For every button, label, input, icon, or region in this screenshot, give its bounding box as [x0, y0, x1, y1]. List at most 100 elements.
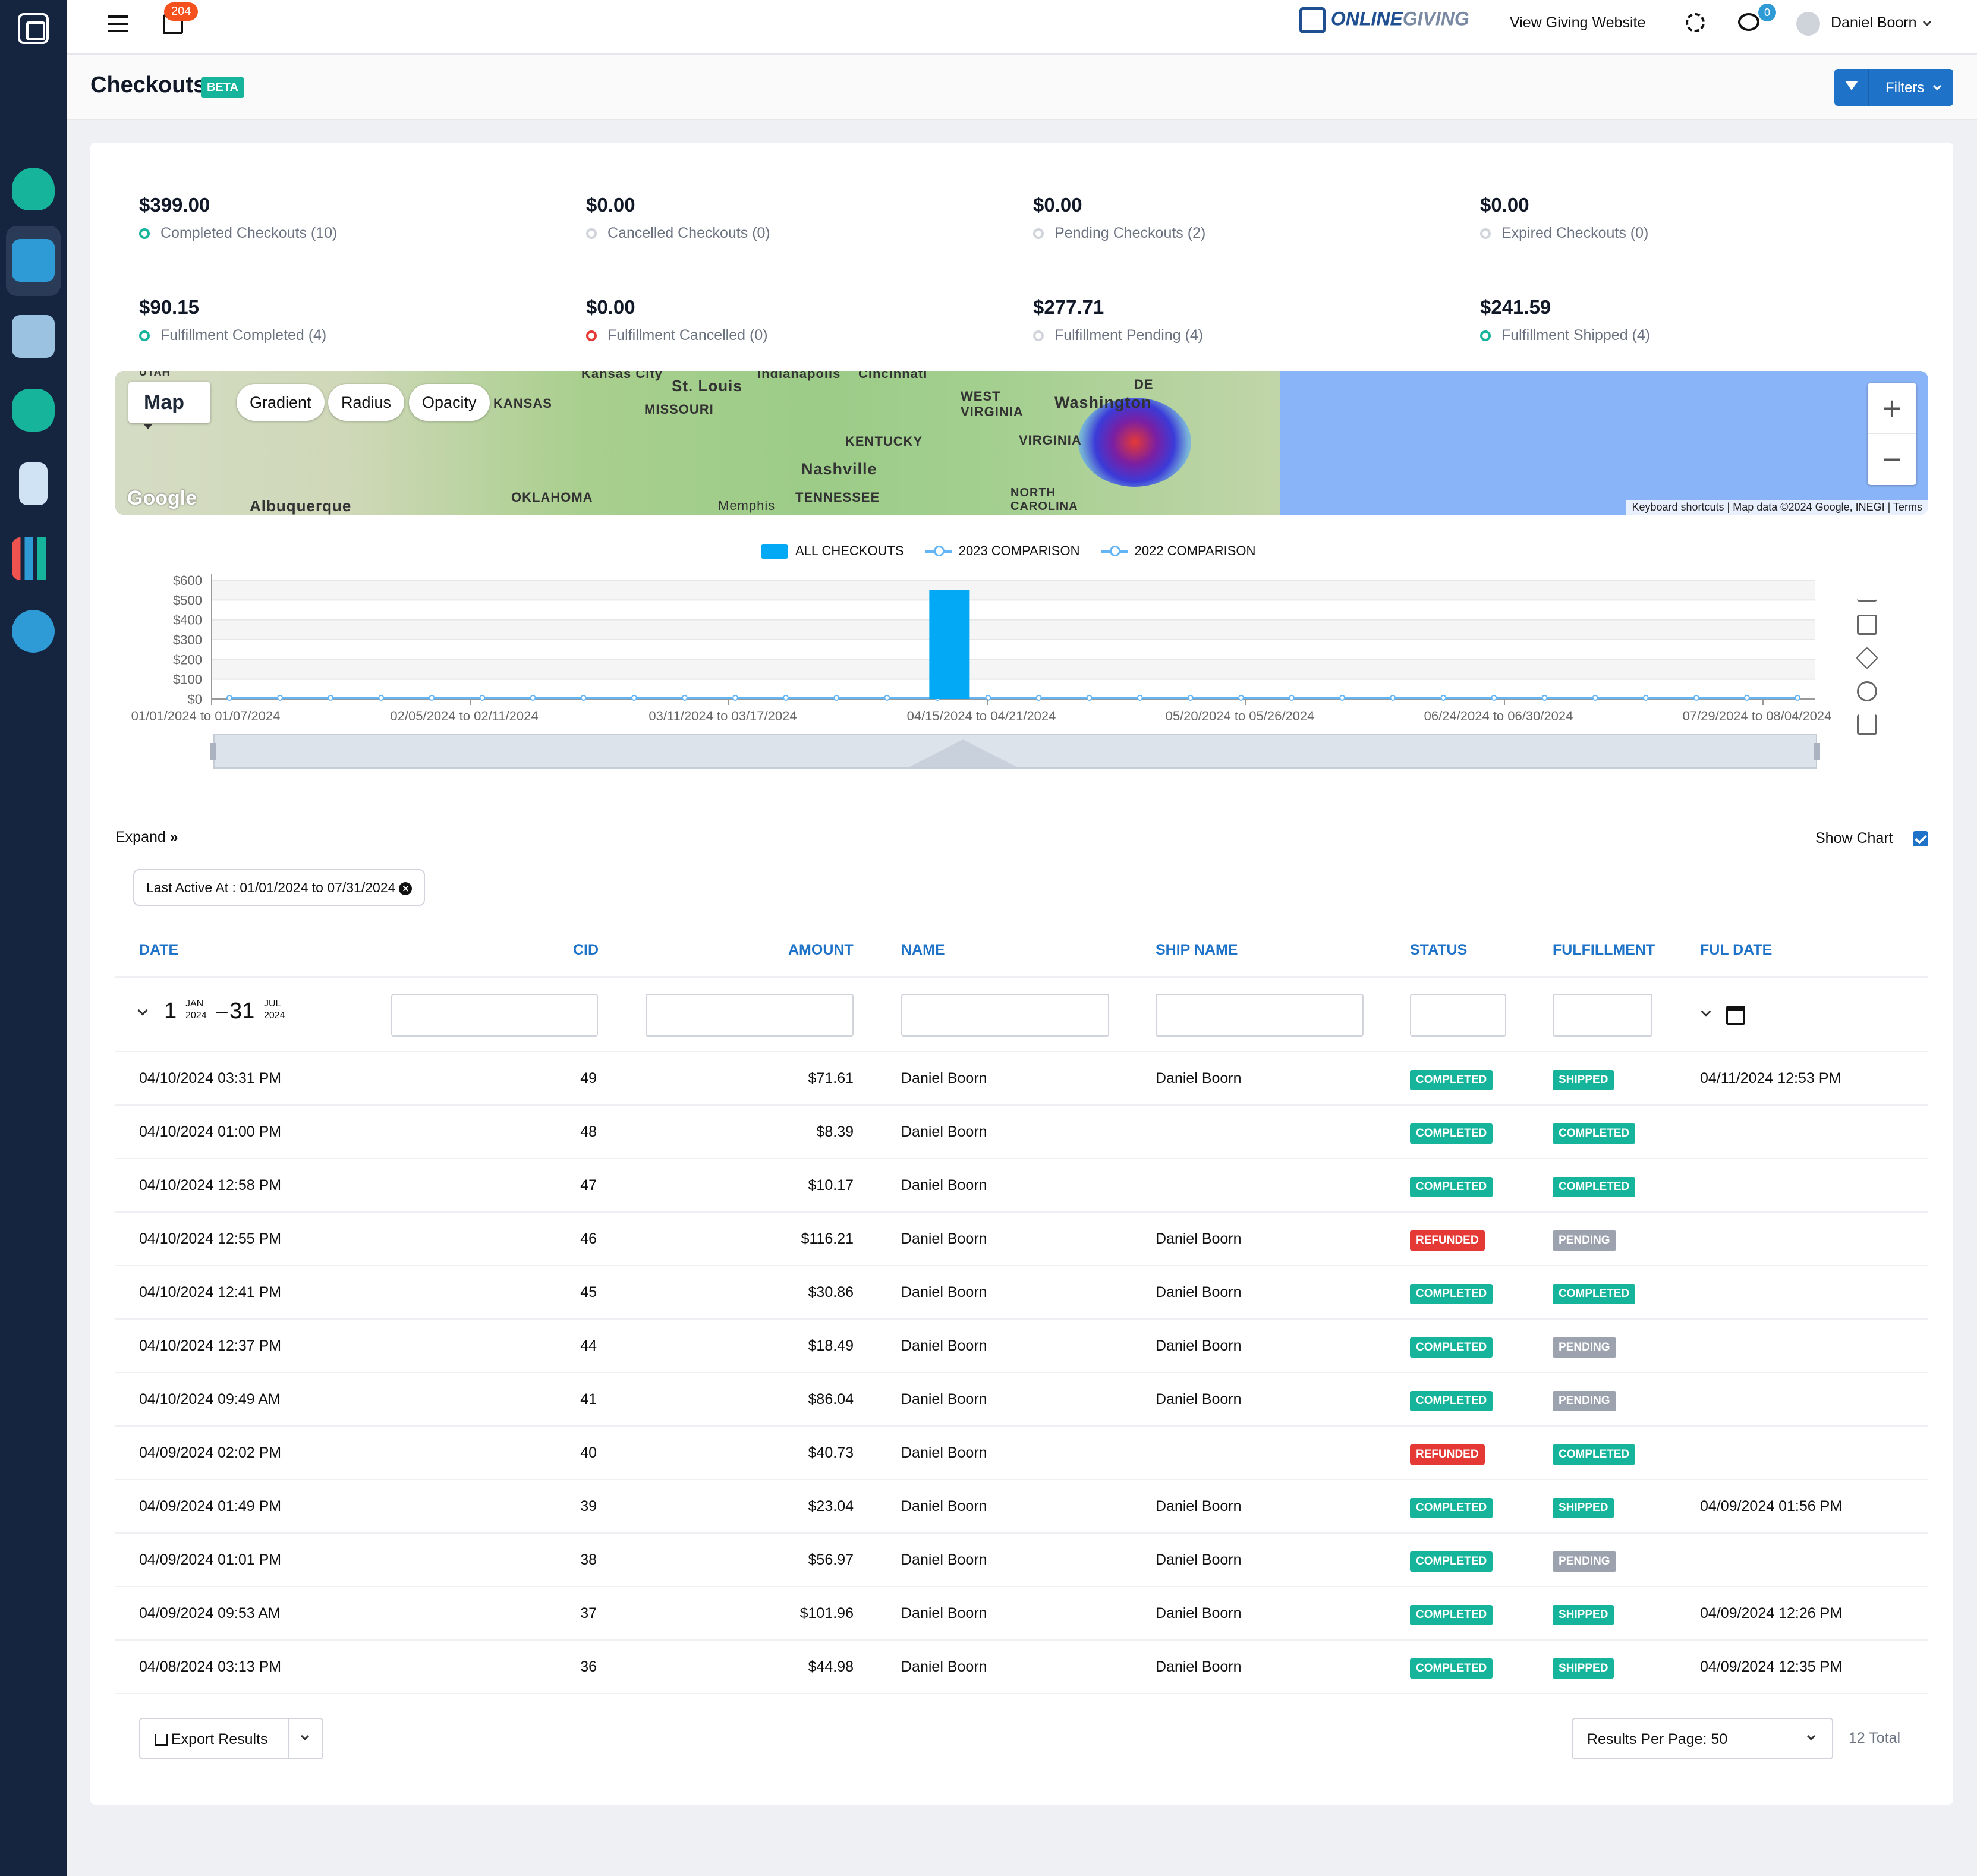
status-badge: REFUNDED [1410, 1230, 1485, 1251]
map-type-label: Map [144, 391, 184, 414]
export-options-dropdown[interactable] [288, 1719, 322, 1758]
filters-button[interactable]: Filters [1834, 69, 1953, 106]
beta-badge: BETA [201, 77, 244, 98]
fulfillment-badge: PENDING [1553, 1551, 1616, 1572]
name-filter-input[interactable] [901, 994, 1109, 1037]
zoom-in-icon[interactable]: + [1868, 383, 1916, 434]
cell-amount: $101.96 [799, 1605, 854, 1622]
shield-heart-icon[interactable] [12, 168, 55, 210]
map-type-dropdown[interactable]: Map [128, 382, 210, 430]
col-header-fulfillment[interactable]: FULFILLMENT [1553, 942, 1655, 958]
legend-2023[interactable]: 2023 COMPARISON [958, 543, 1080, 558]
cell-date: 04/08/2024 03:13 PM [139, 1658, 282, 1675]
checkout-cards-icon[interactable] [12, 239, 55, 282]
range-dash: – [216, 1000, 228, 1022]
status-filter-input[interactable] [1410, 994, 1506, 1037]
export-results-button[interactable]: Export Results [139, 1718, 323, 1759]
table-row[interactable]: 04/08/2024 03:13 PM 36 $44.98 Daniel Boorn D… [115, 1641, 1928, 1694]
cell-ship-name: Daniel Boorn [1156, 1391, 1242, 1408]
cell-ship-name: Daniel Boorn [1156, 1658, 1242, 1675]
fulfillment-filter-input[interactable] [1553, 994, 1652, 1037]
cell-cid: 37 [580, 1605, 597, 1622]
table-row[interactable]: 04/10/2024 12:58 PM 47 $10.17 Daniel Boorn C… [115, 1159, 1928, 1213]
cell-cid: 45 [580, 1284, 597, 1301]
amount-filter-input[interactable] [646, 994, 854, 1037]
chat-icon[interactable] [12, 389, 55, 432]
range-start-mon: JAN [185, 999, 204, 1009]
bar-chart-icon[interactable] [1857, 615, 1877, 635]
line-chart-icon[interactable] [1857, 581, 1877, 602]
ship-name-filter-input[interactable] [1156, 994, 1364, 1037]
cell-date: 04/10/2024 01:00 PM [139, 1123, 282, 1140]
table-row[interactable]: 04/09/2024 01:49 PM 39 $23.04 Daniel Boorn D… [115, 1480, 1928, 1534]
radius-toggle-button[interactable]: Radius [328, 384, 405, 421]
brand-logo-icon [1299, 7, 1326, 33]
cell-name: Daniel Boorn [901, 1284, 987, 1301]
app-logo-icon[interactable] [18, 13, 49, 44]
cell-cid: 48 [580, 1123, 597, 1140]
remove-filter-icon[interactable]: × [399, 882, 413, 895]
cell-date: 04/10/2024 03:31 PM [139, 1070, 282, 1087]
expand-toggle[interactable]: Expand » [115, 829, 178, 846]
col-header-amount[interactable]: AMOUNT [788, 942, 854, 958]
refresh-icon[interactable] [1857, 681, 1877, 701]
col-header-ful-date[interactable]: FUL DATE [1700, 942, 1773, 958]
contact-card-icon[interactable] [19, 462, 48, 505]
legend-swatch-2023[interactable] [925, 546, 952, 557]
gear-icon[interactable] [1686, 13, 1705, 32]
heatmap-map[interactable]: Kansas City St. Louis Indianapolis Cinci… [115, 371, 1928, 515]
legend-all-checkouts[interactable]: ALL CHECKOUTS [795, 543, 904, 558]
map-attribution[interactable]: Keyboard shortcuts | Map data ©2024 Goog… [1626, 500, 1928, 515]
table-row[interactable]: 04/09/2024 09:53 AM 37 $101.96 Daniel Boorn… [115, 1587, 1928, 1641]
table-row[interactable]: 04/10/2024 12:37 PM 44 $18.49 Daniel Boorn D… [115, 1320, 1928, 1373]
stat-label: Fulfillment Shipped (4) [1480, 327, 1896, 344]
results-per-page-select[interactable]: Results Per Page: 50 [1572, 1718, 1833, 1759]
table-row[interactable]: 04/10/2024 09:49 AM 41 $86.04 Daniel Boorn D… [115, 1373, 1928, 1427]
table-row[interactable]: 04/10/2024 03:31 PM 49 $71.61 Daniel Boorn D… [115, 1052, 1928, 1106]
help-heart-icon[interactable] [12, 610, 55, 653]
stat-label: Completed Checkouts (10) [139, 225, 555, 242]
cell-name: Daniel Boorn [901, 1605, 987, 1622]
table-row[interactable]: 04/10/2024 12:55 PM 46 $116.21 Daniel Boorn… [115, 1213, 1928, 1266]
hamburger-menu-icon[interactable] [108, 15, 128, 32]
cell-date: 04/10/2024 12:58 PM [139, 1177, 282, 1194]
gradient-toggle-button[interactable]: Gradient [237, 384, 325, 421]
col-header-date[interactable]: DATE [139, 942, 179, 958]
fulfillment-badge: PENDING [1553, 1337, 1616, 1358]
table-row[interactable]: 04/10/2024 12:41 PM 45 $30.86 Daniel Boorn D… [115, 1266, 1928, 1320]
messages-icon[interactable] [1738, 13, 1759, 31]
map-label: DE [1134, 377, 1154, 392]
show-chart-checkbox[interactable] [1913, 831, 1928, 846]
analytics-chart-icon[interactable] [12, 537, 55, 580]
calendar-icon[interactable] [1726, 1006, 1745, 1025]
cell-date: 04/09/2024 09:53 AM [139, 1605, 281, 1622]
table-row[interactable]: 04/10/2024 01:00 PM 48 $8.39 Daniel Boorn CO… [115, 1106, 1928, 1159]
table-row[interactable]: 04/09/2024 01:01 PM 38 $56.97 Daniel Boorn D… [115, 1534, 1928, 1587]
user-menu[interactable]: Daniel Boorn [1831, 14, 1932, 32]
user-avatar[interactable] [1796, 12, 1820, 36]
expand-label: Expand [115, 829, 166, 845]
legend-2022[interactable]: 2022 COMPARISON [1134, 543, 1256, 558]
col-header-name[interactable]: NAME [901, 942, 945, 958]
opacity-toggle-button[interactable]: Opacity [409, 384, 490, 421]
stat-fulfillment-cancelled: $0.00 Fulfillment Cancelled (0) [586, 296, 1002, 344]
status-badge: COMPLETED [1410, 1123, 1493, 1144]
heat-spot [1078, 398, 1191, 487]
col-header-ship-name[interactable]: SHIP NAME [1156, 942, 1238, 958]
cell-name: Daniel Boorn [901, 1177, 987, 1194]
legend-swatch-all[interactable] [761, 544, 788, 559]
download-icon[interactable] [1857, 714, 1877, 735]
forms-icon[interactable] [12, 315, 55, 358]
online-giving-logo[interactable]: ONLINEGIVING [1299, 7, 1469, 37]
legend-swatch-2022[interactable] [1101, 546, 1128, 557]
col-header-cid[interactable]: CID [573, 942, 599, 958]
view-giving-website-link[interactable]: View Giving Website [1510, 14, 1646, 31]
cell-name: Daniel Boorn [901, 1230, 987, 1247]
table-row[interactable]: 04/09/2024 02:02 PM 40 $40.73 Daniel Boorn R… [115, 1427, 1928, 1480]
cell-ship-name: Daniel Boorn [1156, 1284, 1242, 1301]
col-header-status[interactable]: STATUS [1410, 942, 1468, 958]
filter-chip[interactable]: Last Active At : 01/01/2024 to 07/31/202… [133, 869, 426, 906]
zoom-out-icon[interactable]: − [1882, 440, 1902, 478]
cid-filter-input[interactable] [391, 994, 598, 1037]
caret-down-icon [144, 424, 152, 430]
